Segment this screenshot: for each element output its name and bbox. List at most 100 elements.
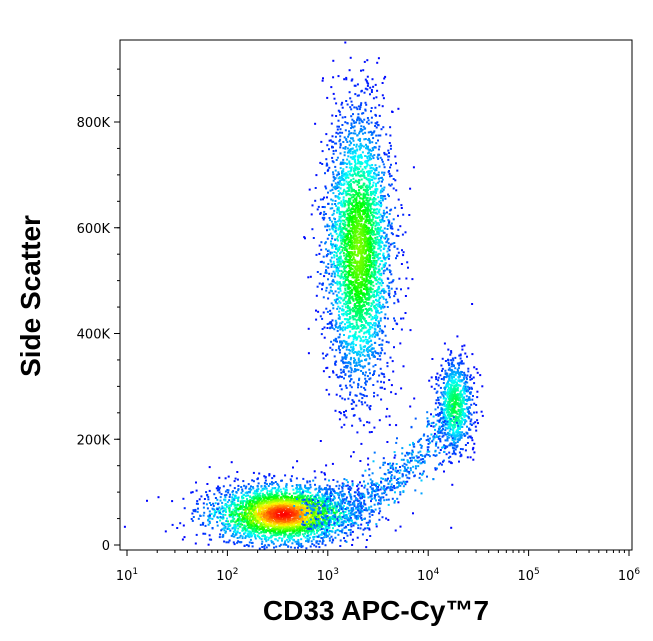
event-point bbox=[329, 232, 332, 235]
event-point bbox=[279, 488, 282, 491]
event-point bbox=[359, 265, 362, 268]
event-point bbox=[298, 527, 301, 530]
event-point bbox=[309, 507, 312, 510]
event-point bbox=[370, 322, 373, 325]
event-point bbox=[208, 520, 211, 523]
event-point bbox=[275, 501, 278, 504]
event-point bbox=[346, 217, 349, 220]
event-point bbox=[346, 224, 349, 227]
event-point bbox=[389, 243, 392, 246]
event-point bbox=[291, 542, 294, 545]
event-point bbox=[280, 496, 283, 499]
event-point bbox=[359, 481, 361, 484]
event-point bbox=[230, 461, 233, 464]
event-point bbox=[252, 492, 255, 495]
event-point bbox=[284, 517, 287, 520]
event-point bbox=[327, 297, 330, 300]
event-point bbox=[356, 485, 359, 488]
event-point bbox=[255, 496, 258, 499]
event-point bbox=[344, 221, 347, 224]
event-point bbox=[371, 78, 374, 81]
event-point bbox=[303, 511, 306, 514]
event-point bbox=[394, 206, 397, 209]
event-point bbox=[270, 530, 273, 532]
event-point bbox=[317, 519, 320, 522]
event-point bbox=[324, 225, 327, 228]
event-point bbox=[234, 477, 237, 480]
event-point bbox=[378, 145, 381, 148]
event-point bbox=[265, 507, 268, 510]
event-point bbox=[369, 175, 372, 178]
event-point bbox=[243, 500, 246, 503]
event-point bbox=[375, 295, 377, 298]
event-point bbox=[331, 493, 334, 496]
event-point bbox=[164, 530, 167, 533]
event-point bbox=[378, 512, 381, 515]
event-point bbox=[318, 499, 321, 502]
event-point bbox=[320, 471, 323, 474]
event-point bbox=[281, 479, 283, 482]
event-point bbox=[396, 298, 399, 301]
event-point bbox=[287, 500, 290, 503]
event-point bbox=[222, 485, 225, 488]
event-point bbox=[359, 118, 362, 121]
event-point bbox=[230, 500, 233, 503]
event-point bbox=[319, 528, 322, 531]
event-point bbox=[344, 264, 347, 267]
event-point bbox=[261, 523, 264, 526]
event-point bbox=[357, 357, 360, 360]
event-point bbox=[358, 195, 361, 198]
event-point bbox=[290, 521, 293, 524]
event-point bbox=[297, 517, 300, 520]
event-point bbox=[353, 513, 356, 516]
event-point bbox=[275, 534, 278, 537]
event-point bbox=[379, 257, 382, 259]
event-point bbox=[261, 489, 264, 491]
event-point bbox=[367, 463, 370, 466]
event-point bbox=[252, 487, 255, 490]
event-point bbox=[258, 537, 261, 540]
event-point bbox=[260, 527, 263, 530]
event-point bbox=[371, 218, 374, 221]
event-point bbox=[318, 486, 321, 489]
event-point bbox=[324, 527, 327, 530]
event-point bbox=[261, 502, 264, 505]
event-point bbox=[285, 526, 288, 529]
event-point bbox=[348, 485, 351, 488]
event-point bbox=[223, 529, 226, 532]
event-point bbox=[384, 75, 387, 78]
event-point bbox=[198, 498, 201, 501]
event-point bbox=[357, 500, 360, 503]
event-point bbox=[343, 244, 346, 247]
event-point bbox=[257, 488, 260, 490]
event-point bbox=[363, 288, 366, 290]
event-point bbox=[376, 276, 378, 279]
event-point bbox=[232, 493, 234, 496]
event-point bbox=[242, 508, 245, 511]
event-point bbox=[277, 499, 280, 502]
event-point bbox=[271, 508, 274, 511]
event-point bbox=[224, 507, 227, 510]
event-point bbox=[320, 260, 323, 263]
event-point bbox=[276, 482, 279, 485]
event-point bbox=[263, 513, 266, 516]
event-point bbox=[262, 496, 265, 499]
event-point bbox=[367, 322, 369, 325]
event-point bbox=[330, 198, 333, 201]
event-point bbox=[276, 492, 279, 495]
event-point bbox=[363, 204, 365, 207]
event-point bbox=[280, 520, 283, 523]
event-point bbox=[332, 518, 334, 520]
event-point bbox=[384, 237, 387, 240]
event-point bbox=[366, 351, 369, 353]
event-point bbox=[345, 532, 348, 535]
event-point bbox=[222, 509, 225, 512]
event-point bbox=[335, 149, 337, 152]
event-point bbox=[397, 501, 400, 504]
event-point bbox=[307, 518, 310, 521]
event-point bbox=[254, 510, 257, 512]
event-point bbox=[300, 504, 303, 506]
event-point bbox=[332, 76, 335, 79]
event-point bbox=[310, 503, 313, 506]
event-point bbox=[316, 540, 319, 543]
